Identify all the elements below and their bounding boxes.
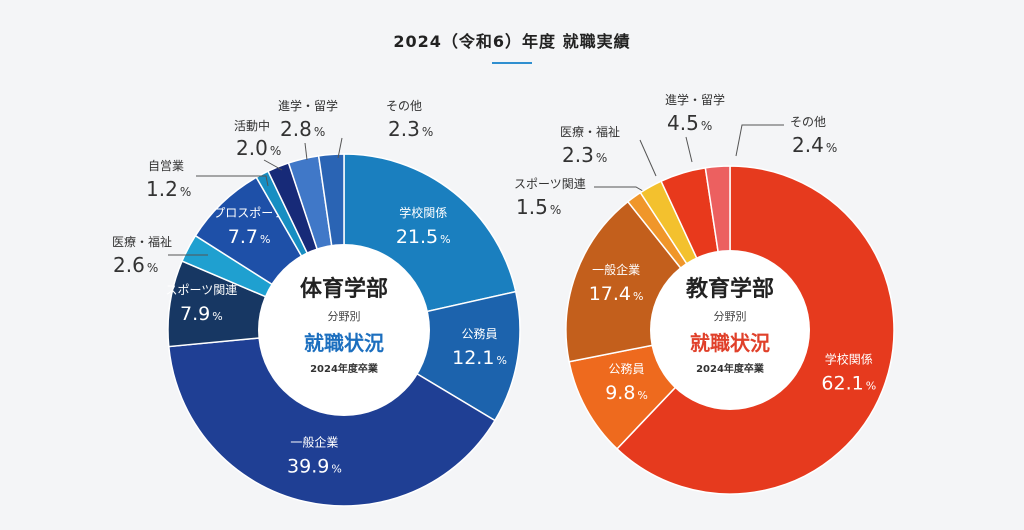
slice-label-physical-education-7: 活動中 — [234, 118, 270, 133]
slice-label-physical-education-3: スポーツ関連 — [166, 283, 238, 297]
leader-line-education-4 — [639, 139, 657, 177]
slice-label-physical-education-0: 学校関係 — [399, 205, 447, 220]
slice-value-education-6: 2.4% — [792, 133, 837, 157]
center-subtitle-physical-education: 分野別 — [328, 310, 361, 323]
leader-line-physical-education-7 — [263, 159, 283, 171]
title-underline — [492, 62, 532, 64]
leader-line-education-6 — [735, 124, 784, 157]
donut-chart-education: 学校関係 62.1 % 公務員 9.8 % 一般企業 17.4 % スポーツ関連 1.5 % 医療・福祉… — [514, 92, 895, 495]
slice-value-education-1: 9.8% — [605, 382, 648, 404]
slice-value-education-4: 2.3% — [562, 143, 607, 167]
slice-value-physical-education-3: 7.9% — [180, 303, 223, 325]
leader-line-education-5 — [685, 136, 693, 163]
slice-value-physical-education-5: 7.7% — [228, 226, 271, 248]
slice-label-physical-education-6: 自営業 — [148, 159, 184, 173]
slice-value-physical-education-4: 2.6% — [113, 253, 158, 277]
center-status-education: 就職状況 — [690, 331, 770, 355]
slice-value-education-0: 62.1% — [821, 372, 876, 394]
slice-value-physical-education-1: 12.1% — [452, 347, 507, 369]
center-status-physical-education: 就職状況 — [304, 331, 384, 355]
donut-center-physical-education — [258, 244, 430, 416]
slice-value-physical-education-2: 39.9% — [287, 455, 342, 477]
slice-label-physical-education-5: プロスポーツ — [213, 206, 285, 220]
donut-center-education — [650, 250, 810, 410]
slice-label-physical-education-2: 一般企業 — [290, 434, 338, 449]
slice-value-education-5: 4.5% — [667, 111, 712, 135]
leader-line-physical-education-8 — [304, 142, 308, 161]
slice-value-physical-education-8: 2.8% — [280, 117, 325, 141]
slice-label-education-3: スポーツ関連 — [514, 177, 586, 191]
slice-label-physical-education-9: その他 — [386, 99, 422, 113]
slice-value-physical-education-0: 21.5% — [396, 226, 451, 248]
slice-label-education-4: 医療・福祉 — [560, 124, 620, 139]
donut-chart-physical-education: 学校関係 21.5 % 公務員 12.1 % 一般企業 39.9 % スポーツ関連 7.9 % 医療・福… — [112, 98, 521, 507]
slice-label-physical-education-4: 医療・福祉 — [112, 234, 172, 249]
slice-value-physical-education-9: 2.3% — [388, 117, 433, 141]
slice-label-education-1: 公務員 — [609, 362, 645, 376]
center-title-physical-education: 体育学部 — [300, 276, 388, 302]
slice-label-physical-education-8: 進学・留学 — [278, 98, 338, 113]
leader-line-physical-education-6 — [196, 175, 269, 187]
center-year-physical-education: 2024年度卒業 — [310, 362, 379, 375]
slice-label-education-2: 一般企業 — [592, 262, 640, 277]
leader-line-physical-education-9 — [337, 137, 343, 159]
slice-value-education-3: 1.5% — [516, 195, 561, 219]
page-title: 2024（令和6）年度 就職実績 — [393, 32, 631, 51]
slice-label-physical-education-1: 公務員 — [462, 327, 498, 341]
center-title-education: 教育学部 — [686, 276, 774, 302]
slice-label-education-6: その他 — [790, 115, 826, 129]
slice-label-education-0: 学校関係 — [825, 351, 873, 366]
slice-label-education-5: 進学・留学 — [665, 92, 725, 107]
center-year-education: 2024年度卒業 — [696, 362, 765, 375]
center-subtitle-education: 分野別 — [714, 310, 747, 323]
slice-value-physical-education-7: 2.0% — [236, 136, 281, 160]
slice-value-education-2: 17.4% — [589, 283, 644, 305]
slice-value-physical-education-6: 1.2% — [146, 177, 191, 201]
